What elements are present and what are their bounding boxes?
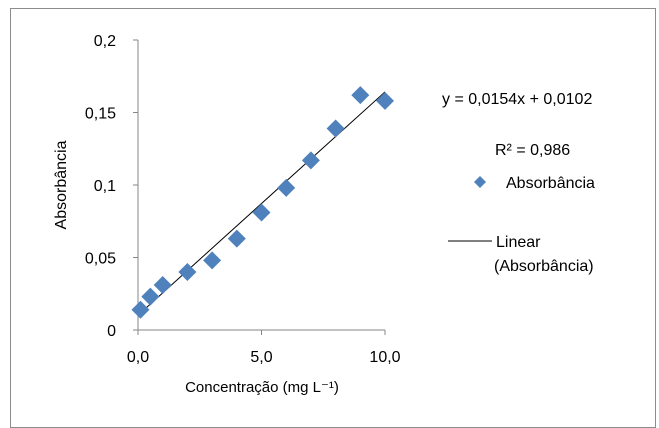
data-point xyxy=(277,178,296,197)
data-point xyxy=(227,229,246,248)
chart-frame xyxy=(10,8,656,428)
legend-label-scatter: Absorbância xyxy=(506,175,595,192)
data-point xyxy=(301,151,320,170)
x-axis-title: Concentração (mg L⁻¹) xyxy=(185,379,339,396)
x-tick-label: 0,0 xyxy=(127,349,149,366)
data-points xyxy=(131,86,394,319)
y-tick-label: 0,1 xyxy=(94,178,116,195)
y-tick-label: 0 xyxy=(107,323,116,340)
x-tick-label: 5,0 xyxy=(250,349,272,366)
trendline-equation: y = 0,0154x + 0,0102 xyxy=(442,91,592,108)
data-point xyxy=(178,263,197,281)
legend-label-linear: Linear (Absorbância) xyxy=(494,234,594,275)
data-point xyxy=(141,287,160,306)
legend-diamond-icon xyxy=(474,176,486,188)
axes xyxy=(137,40,385,331)
legend: Absorbância Linear (Absorbância) xyxy=(448,175,595,275)
data-point xyxy=(131,300,150,319)
ticks: 0 0,05 0,1 0,15 0,2 0,0 5,0 10,0 xyxy=(85,33,401,366)
legend-item-scatter: Absorbância xyxy=(474,175,595,192)
y-tick-label: 0,05 xyxy=(85,251,116,268)
data-point xyxy=(252,203,271,222)
y-axis-title: Absorbância xyxy=(53,140,70,229)
data-point xyxy=(203,251,222,270)
r-squared-label: R² = 0,986 xyxy=(495,142,570,159)
x-tick-label: 10,0 xyxy=(369,349,400,366)
y-tick-label: 0,2 xyxy=(94,33,116,50)
y-tick-label: 0,15 xyxy=(85,106,116,123)
legend-item-linear: Linear (Absorbância) xyxy=(448,234,594,275)
data-point xyxy=(326,119,345,138)
data-point xyxy=(376,91,394,110)
data-point xyxy=(351,86,370,105)
data-point xyxy=(153,276,172,295)
